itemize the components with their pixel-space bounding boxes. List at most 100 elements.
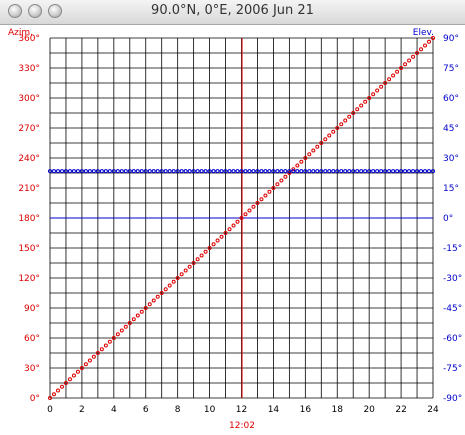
azimuth-point bbox=[135, 313, 140, 318]
elevation-point bbox=[343, 169, 348, 174]
azimuth-point bbox=[267, 189, 272, 194]
azimuth-point bbox=[139, 309, 144, 314]
azimuth-point bbox=[323, 137, 328, 142]
zoom-button[interactable] bbox=[48, 4, 62, 18]
azimuth-point bbox=[91, 354, 96, 359]
azimuth-point bbox=[339, 122, 344, 127]
right-tick-label: -75° bbox=[443, 364, 462, 374]
azimuth-point bbox=[48, 396, 52, 400]
series-layer bbox=[48, 36, 435, 400]
elevation-point bbox=[399, 169, 404, 174]
elevation-point bbox=[363, 169, 368, 174]
sun-position-chart: 0 2 4 6 8 10 12 14 16 18 20 22 240°30°60°90°120°150°… bbox=[8, 28, 462, 431]
azimuth-point bbox=[63, 381, 68, 385]
elevation-point bbox=[115, 169, 120, 174]
elevation-point bbox=[179, 169, 184, 174]
azimuth-point bbox=[143, 306, 148, 310]
elevation-point bbox=[371, 169, 376, 174]
elevation-point bbox=[143, 169, 148, 174]
elevation-point bbox=[127, 169, 132, 174]
azimuth-point bbox=[131, 317, 136, 322]
elevation-point bbox=[99, 169, 104, 174]
azimuth-point bbox=[275, 182, 280, 187]
elevation-point bbox=[79, 169, 84, 174]
elevation-point bbox=[107, 169, 112, 174]
azimuth-point bbox=[315, 144, 320, 149]
azimuth-point bbox=[271, 186, 276, 190]
azimuth-point bbox=[283, 174, 288, 179]
azimuth-point bbox=[431, 36, 435, 40]
elevation-point bbox=[331, 169, 336, 174]
azimuth-point bbox=[127, 321, 132, 325]
elevation-point bbox=[327, 169, 332, 174]
elevation-point bbox=[395, 169, 400, 174]
elevation-point bbox=[295, 169, 300, 174]
elevation-point bbox=[387, 169, 392, 174]
elevation-point bbox=[95, 169, 100, 174]
elevation-point bbox=[315, 169, 320, 174]
azimuth-point bbox=[367, 96, 372, 100]
azimuth-point bbox=[119, 328, 124, 333]
title-bar: 90.0°N, 0°E, 2006 Jun 21 bbox=[0, 0, 465, 25]
x-tick-label: 0 bbox=[47, 405, 53, 415]
minimize-button[interactable] bbox=[28, 4, 42, 18]
azimuth-point bbox=[103, 343, 108, 348]
elevation-point bbox=[267, 169, 272, 174]
elevation-point bbox=[335, 169, 340, 174]
x-tick-label: 6 bbox=[143, 405, 149, 415]
elevation-point bbox=[299, 169, 304, 174]
azimuth-point bbox=[247, 208, 252, 213]
azimuth-point bbox=[235, 219, 240, 224]
azimuth-point bbox=[303, 156, 308, 160]
azimuth-point bbox=[299, 159, 304, 164]
elevation-point bbox=[279, 169, 284, 174]
elevation-point bbox=[271, 169, 276, 174]
azimuth-point bbox=[99, 347, 104, 352]
azimuth-point bbox=[55, 388, 60, 393]
azimuth-point bbox=[155, 294, 160, 299]
azimuth-point bbox=[75, 369, 80, 374]
azimuth-point bbox=[147, 302, 152, 307]
azimuth-point bbox=[79, 366, 84, 370]
elevation-point bbox=[251, 169, 256, 174]
x-tick-label: 14 bbox=[268, 405, 280, 415]
left-tick-label: 270° bbox=[18, 124, 40, 134]
elevation-point bbox=[431, 169, 435, 174]
right-tick-label: 90° bbox=[443, 34, 459, 44]
x-tick-label: 22 bbox=[395, 405, 406, 415]
azimuth-point bbox=[151, 298, 156, 303]
azimuth-point bbox=[403, 62, 408, 67]
left-tick-label: 120° bbox=[18, 274, 40, 284]
azimuth-point bbox=[343, 118, 348, 123]
left-tick-label: 150° bbox=[18, 244, 40, 254]
right-tick-label: -90° bbox=[443, 394, 462, 404]
elevation-point bbox=[263, 169, 268, 174]
right-tick-label: 45° bbox=[443, 124, 459, 134]
elevation-point bbox=[375, 169, 380, 174]
window-title: 90.0°N, 0°E, 2006 Jun 21 bbox=[151, 3, 314, 18]
elevation-point bbox=[187, 169, 192, 174]
azimuth-point bbox=[219, 234, 224, 239]
azimuth-point bbox=[207, 246, 212, 250]
right-tick-label: 30° bbox=[443, 154, 459, 164]
azimuth-point bbox=[423, 43, 428, 48]
close-button[interactable] bbox=[8, 4, 22, 18]
elevation-point bbox=[223, 169, 228, 174]
elevation-point bbox=[311, 169, 316, 174]
azimuth-point bbox=[175, 276, 180, 280]
elevation-point bbox=[67, 169, 72, 174]
elevation-point bbox=[415, 169, 420, 174]
azimuth-point bbox=[231, 223, 236, 228]
right-tick-label: 75° bbox=[443, 64, 459, 74]
elevation-point bbox=[203, 169, 208, 174]
elevation-point bbox=[111, 169, 116, 174]
x-tick-label: 8 bbox=[175, 405, 181, 415]
left-tick-label: 360° bbox=[18, 34, 40, 44]
azimuth-point bbox=[355, 107, 360, 112]
elevation-point bbox=[48, 169, 52, 174]
elevation-point bbox=[91, 169, 96, 174]
elevation-point bbox=[283, 169, 288, 174]
left-tick-label: 210° bbox=[18, 184, 40, 194]
elevation-point bbox=[235, 169, 240, 174]
azimuth-point bbox=[287, 171, 292, 175]
